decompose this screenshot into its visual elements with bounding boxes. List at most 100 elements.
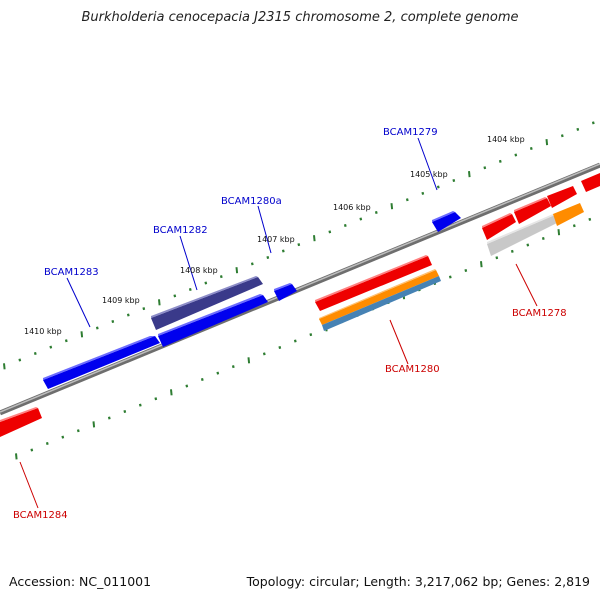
major-tick xyxy=(158,299,161,306)
minor-tick xyxy=(526,243,530,247)
minor-tick xyxy=(278,345,282,349)
callout-lines xyxy=(66,137,438,328)
gene-BCAM1278-orange[interactable] xyxy=(553,203,584,226)
minor-tick xyxy=(436,185,440,189)
minor-tick xyxy=(173,294,177,298)
gene-BCAM1284[interactable] xyxy=(0,407,42,437)
minor-tick xyxy=(591,121,595,125)
major-tick xyxy=(557,229,561,236)
minor-tick xyxy=(231,365,235,369)
minor-tick xyxy=(281,249,285,253)
scale-label-1404: 1404 kbp xyxy=(487,135,525,144)
label-BCAM1278: BCAM1278 xyxy=(512,308,567,319)
minor-tick xyxy=(448,275,452,279)
minor-tick xyxy=(123,410,127,414)
gene-BCAM1282-dark[interactable] xyxy=(151,276,263,330)
accession-text: Accession: NC_011001 xyxy=(9,574,152,589)
major-tick xyxy=(480,261,483,268)
minor-tick xyxy=(126,313,130,317)
gene-BCAM1278-red[interactable] xyxy=(482,213,516,240)
minor-tick xyxy=(64,339,68,343)
minor-tick xyxy=(45,442,49,446)
major-tick xyxy=(15,453,18,460)
gene-BCAM1280-orange[interactable] xyxy=(319,269,439,325)
minor-tick xyxy=(142,307,146,311)
minor-tick xyxy=(262,352,266,356)
minor-tick xyxy=(18,358,22,362)
major-tick xyxy=(92,421,96,428)
gene-BCAM1278-red-4[interactable] xyxy=(581,173,600,192)
minor-tick xyxy=(216,371,220,375)
minor-tick xyxy=(572,224,576,228)
gene-BCAM1283[interactable] xyxy=(43,336,160,389)
minor-tick xyxy=(219,275,223,279)
minor-tick xyxy=(154,397,158,401)
minor-tick xyxy=(293,339,297,343)
gene-BCAM1280[interactable] xyxy=(315,255,432,311)
major-tick xyxy=(80,331,84,338)
minor-tick xyxy=(107,416,111,420)
scale-label-1405: 1405 kbp xyxy=(410,170,448,179)
minor-tick xyxy=(514,153,518,157)
gene-BCAM1282[interactable] xyxy=(158,294,268,347)
major-tick xyxy=(170,389,173,396)
label-BCAM1283: BCAM1283 xyxy=(44,267,99,278)
gene-BCAM1278-gray[interactable] xyxy=(487,214,559,256)
minor-tick xyxy=(200,378,204,382)
gene-BCAM1278-red-3[interactable] xyxy=(547,186,577,208)
minor-tick xyxy=(250,262,254,266)
minor-tick xyxy=(529,147,533,151)
minor-tick xyxy=(111,320,115,324)
minor-tick xyxy=(498,159,502,163)
minor-tick xyxy=(343,223,347,227)
scale-label-1407: 1407 kbp xyxy=(257,235,295,244)
label-BCAM1284: BCAM1284 xyxy=(13,510,68,521)
scale-label-1410: 1410 kbp xyxy=(24,327,62,336)
minor-tick xyxy=(95,326,99,330)
minor-tick xyxy=(297,243,301,247)
gene-BCAM1278-red-2[interactable] xyxy=(514,197,551,224)
major-tick xyxy=(545,139,549,146)
major-tick xyxy=(390,203,394,210)
minor-tick xyxy=(30,448,34,452)
major-tick xyxy=(247,357,251,364)
minor-tick xyxy=(588,217,592,221)
minor-tick xyxy=(495,256,499,260)
minor-tick xyxy=(452,179,456,183)
topology-summary: Topology: circular; Length: 3,217,062 bp… xyxy=(246,574,590,589)
minor-tick xyxy=(541,237,545,241)
minor-tick xyxy=(483,166,487,170)
minor-tick xyxy=(421,191,425,195)
minor-tick xyxy=(560,134,564,138)
minor-tick xyxy=(49,345,53,349)
backbone-highlight xyxy=(0,163,600,413)
label-BCAM1279: BCAM1279 xyxy=(383,127,438,138)
major-tick xyxy=(468,171,471,178)
gene-BCAM1280-steelblue[interactable] xyxy=(322,276,441,331)
major-tick xyxy=(3,363,6,370)
minor-tick xyxy=(76,429,80,433)
minor-tick xyxy=(204,281,208,285)
minor-tick xyxy=(405,198,409,202)
minor-tick xyxy=(309,333,313,337)
minor-tick xyxy=(510,249,514,253)
gene-BCAM1280a[interactable] xyxy=(274,283,297,301)
minor-tick xyxy=(138,403,142,407)
label-BCAM1282: BCAM1282 xyxy=(153,225,208,236)
scale-label-1408: 1408 kbp xyxy=(180,266,218,275)
label-BCAM1280: BCAM1280 xyxy=(385,364,440,375)
inner-tick-track xyxy=(15,217,592,460)
minor-tick xyxy=(33,352,37,356)
outer-tick-track xyxy=(3,121,595,370)
gene-BCAM1279[interactable] xyxy=(432,211,461,232)
major-tick xyxy=(313,235,316,242)
minor-tick xyxy=(266,255,270,259)
scale-label-1409: 1409 kbp xyxy=(102,296,140,305)
minor-tick xyxy=(374,211,378,215)
scale-label-1406: 1406 kbp xyxy=(333,203,371,212)
map-title: Burkholderia cenocepacia J2315 chromosom… xyxy=(81,10,519,25)
major-tick xyxy=(235,267,239,274)
minor-tick xyxy=(359,217,363,221)
minor-tick xyxy=(576,127,580,131)
